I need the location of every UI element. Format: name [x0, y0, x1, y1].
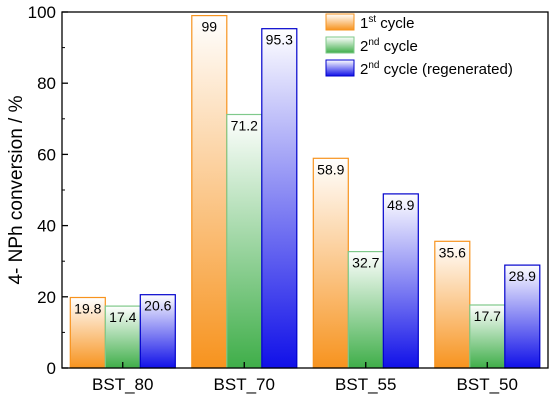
y-axis-label: 4- NPh conversion / % — [6, 95, 27, 284]
y-tick-label: 0 — [47, 359, 56, 378]
bar-bst-50-series-3 — [504, 264, 541, 369]
data-label: 58.9 — [317, 161, 344, 177]
bar-bst-70-series-1 — [191, 15, 228, 369]
data-labels-layer: 19.8 17.4 20.6 99 71.2 95.3 58.9 32.7 48.9 35.6 17… — [74, 19, 536, 326]
data-label: 19.8 — [74, 301, 101, 317]
data-label: 35.6 — [439, 244, 466, 260]
legend-label-3: 2nd cycle (regenerated) — [360, 60, 513, 78]
bars-layer — [69, 15, 541, 369]
y-tick-label: 40 — [37, 217, 56, 236]
bar-bst-50-series-1 — [434, 240, 471, 369]
bar-bst-80-series-2 — [104, 305, 141, 369]
legend-label-2: 2nd cycle — [360, 37, 418, 55]
data-label: 28.9 — [509, 268, 536, 284]
data-label: 17.7 — [474, 308, 501, 324]
legend-swatch-1 — [325, 13, 355, 31]
data-label: 32.7 — [352, 255, 379, 271]
legend-swatch-3 — [325, 59, 355, 77]
legend: 1st cycle 2nd cycle 2nd cycle (regenerated… — [325, 13, 513, 78]
data-label: 71.2 — [231, 118, 258, 134]
legend-swatch-2 — [325, 36, 355, 54]
y-tick-label: 80 — [37, 74, 56, 93]
y-tick-label: 60 — [37, 145, 56, 164]
data-label: 20.6 — [144, 298, 171, 314]
bar-bst-80-series-1 — [69, 296, 106, 369]
y-tick-label: 100 — [28, 3, 56, 22]
x-tick-label: BST_80 — [92, 375, 153, 394]
x-tick-label: BST_55 — [335, 375, 396, 394]
data-label: 99 — [202, 19, 218, 35]
data-label: 48.9 — [387, 197, 414, 213]
bar-bst-70-series-3 — [261, 28, 298, 369]
axes-layer: 0 20 40 60 80 100 BST_80 BST_70 BST_55 BST_50 — [28, 3, 549, 394]
bar-bst-55-series-2 — [347, 251, 384, 369]
y-tick-label: 20 — [37, 288, 56, 307]
bar-bst-55-series-3 — [382, 193, 419, 369]
legend-label-1: 1st cycle — [360, 14, 414, 32]
bar-bst-55-series-1 — [312, 157, 349, 369]
x-tick-label: BST_50 — [457, 375, 518, 394]
data-label: 95.3 — [266, 32, 293, 48]
x-tick-label: BST_70 — [214, 375, 275, 394]
data-label: 17.4 — [109, 309, 136, 325]
bar-bst-70-series-2 — [226, 113, 263, 369]
